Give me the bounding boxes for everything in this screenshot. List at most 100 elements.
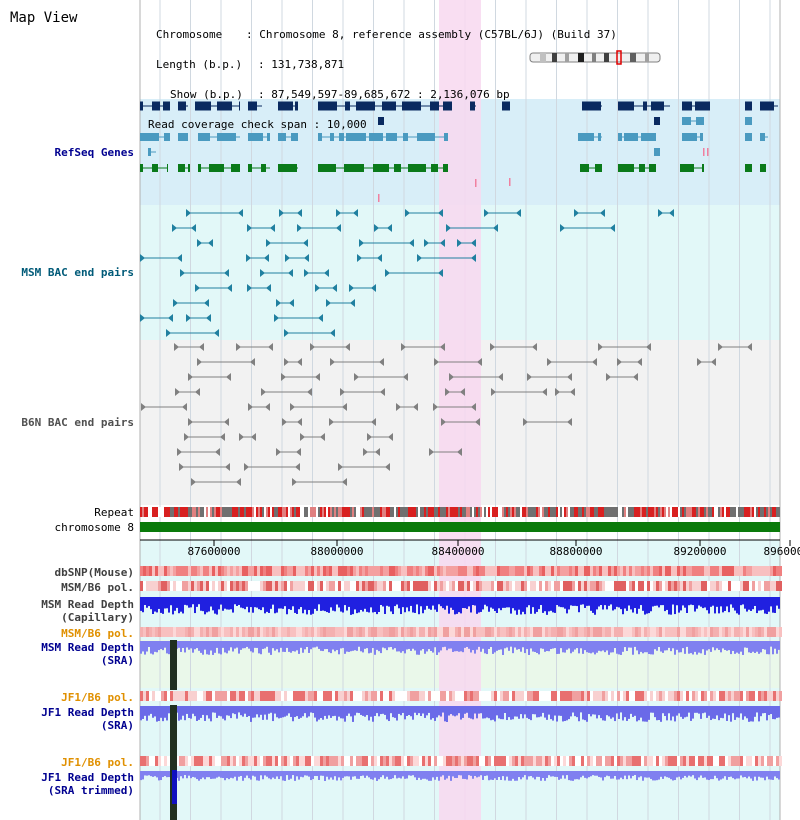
dbsnp-cell	[281, 566, 284, 576]
pol-cell	[569, 756, 572, 766]
b6n-bac-pair-end	[297, 418, 302, 426]
depth-bar	[240, 706, 242, 716]
depth-bar	[238, 706, 240, 713]
depth-bar	[644, 706, 646, 722]
dbsnp-cell	[413, 566, 416, 576]
depth-bar	[200, 597, 202, 611]
pol-cell	[635, 691, 638, 701]
dbsnp-cell	[461, 566, 464, 576]
depth-bar	[494, 597, 496, 612]
dbsnp-cell	[410, 566, 413, 576]
depth-bar	[724, 771, 726, 777]
depth-bar	[174, 597, 176, 611]
pol-cell	[482, 691, 485, 701]
depth-bar	[340, 771, 342, 781]
depth-bar	[390, 597, 392, 612]
depth-bar	[346, 641, 348, 652]
depth-bar	[384, 706, 386, 715]
pol-cell	[425, 627, 428, 637]
depth-bar	[654, 771, 656, 781]
depth-bar	[746, 597, 748, 612]
depth-bar	[214, 641, 216, 653]
depth-bar	[688, 641, 690, 654]
msm-bac-pair-end	[446, 224, 451, 232]
depth-bar	[520, 597, 522, 615]
pol-cell	[716, 756, 719, 766]
depth-bar	[594, 641, 596, 655]
depth-bar	[592, 771, 594, 776]
pol-cell	[584, 691, 587, 701]
depth-bar	[680, 597, 682, 611]
pol-cell	[140, 756, 143, 766]
depth-bar	[534, 641, 536, 652]
pol-cell	[770, 756, 773, 766]
depth-bar	[566, 771, 568, 776]
pol-cell	[386, 756, 389, 766]
pol-cell	[572, 691, 575, 701]
depth-bar	[744, 771, 746, 777]
depth-bar	[674, 641, 676, 655]
pol-cell	[197, 756, 200, 766]
depth-bar	[648, 706, 650, 720]
depth-bar	[544, 641, 546, 652]
repeat-block	[162, 507, 164, 517]
depth-bar	[412, 597, 414, 613]
dbsnp-cell	[719, 566, 722, 576]
depth-bar	[546, 641, 548, 652]
pol-cell	[491, 756, 494, 766]
dbsnp-cell	[761, 566, 764, 576]
depth-bar	[716, 706, 718, 716]
depth-bar	[440, 771, 442, 777]
depth-bar	[770, 641, 772, 647]
pol-cell	[602, 756, 605, 766]
pol-cell	[488, 756, 491, 766]
repeat-block	[506, 507, 508, 517]
pol-cell	[455, 627, 458, 637]
depth-bar	[716, 597, 718, 607]
depth-bar	[692, 771, 694, 776]
depth-bar	[296, 641, 298, 651]
repeat-block	[630, 507, 632, 517]
repeat-block	[598, 507, 600, 517]
pol-cell	[203, 581, 206, 591]
gene-exon	[261, 164, 266, 172]
b6n-bac-pair-end	[281, 373, 286, 381]
b6n-bac-pair-end	[747, 343, 752, 351]
repeat-block	[370, 507, 372, 517]
depth-bar	[482, 706, 484, 719]
depth-bar	[420, 597, 422, 607]
depth-bar	[708, 771, 710, 781]
dbsnp-cell	[674, 566, 677, 576]
depth-bar	[610, 641, 612, 653]
depth-bar	[236, 706, 238, 719]
dbsnp-cell	[710, 566, 713, 576]
depth-bar	[626, 641, 628, 651]
depth-bar	[256, 597, 258, 608]
depth-bar	[656, 597, 658, 606]
msm-bac-pair-end	[377, 254, 382, 262]
dbsnp-cell	[320, 566, 323, 576]
repeat-block	[504, 507, 506, 517]
pol-cell	[590, 691, 593, 701]
pol-cell	[446, 691, 449, 701]
depth-bar	[564, 641, 566, 653]
pol-cell	[395, 691, 398, 701]
pol-cell	[635, 627, 638, 637]
depth-spike	[170, 640, 177, 690]
depth-bar	[474, 597, 476, 606]
pol-cell	[608, 691, 611, 701]
depth-bar	[742, 641, 744, 655]
repeat-block	[502, 507, 504, 517]
depth-bar	[624, 597, 626, 609]
repeat-block	[678, 507, 680, 517]
depth-bar	[388, 706, 390, 722]
pol-cell	[590, 627, 593, 637]
pol-cell	[578, 627, 581, 637]
repeat-block	[728, 507, 730, 517]
dbsnp-cell	[503, 566, 506, 576]
repeat-block	[730, 507, 732, 517]
pol-cell	[425, 756, 428, 766]
pol-cell	[392, 756, 395, 766]
pol-cell	[353, 581, 356, 591]
